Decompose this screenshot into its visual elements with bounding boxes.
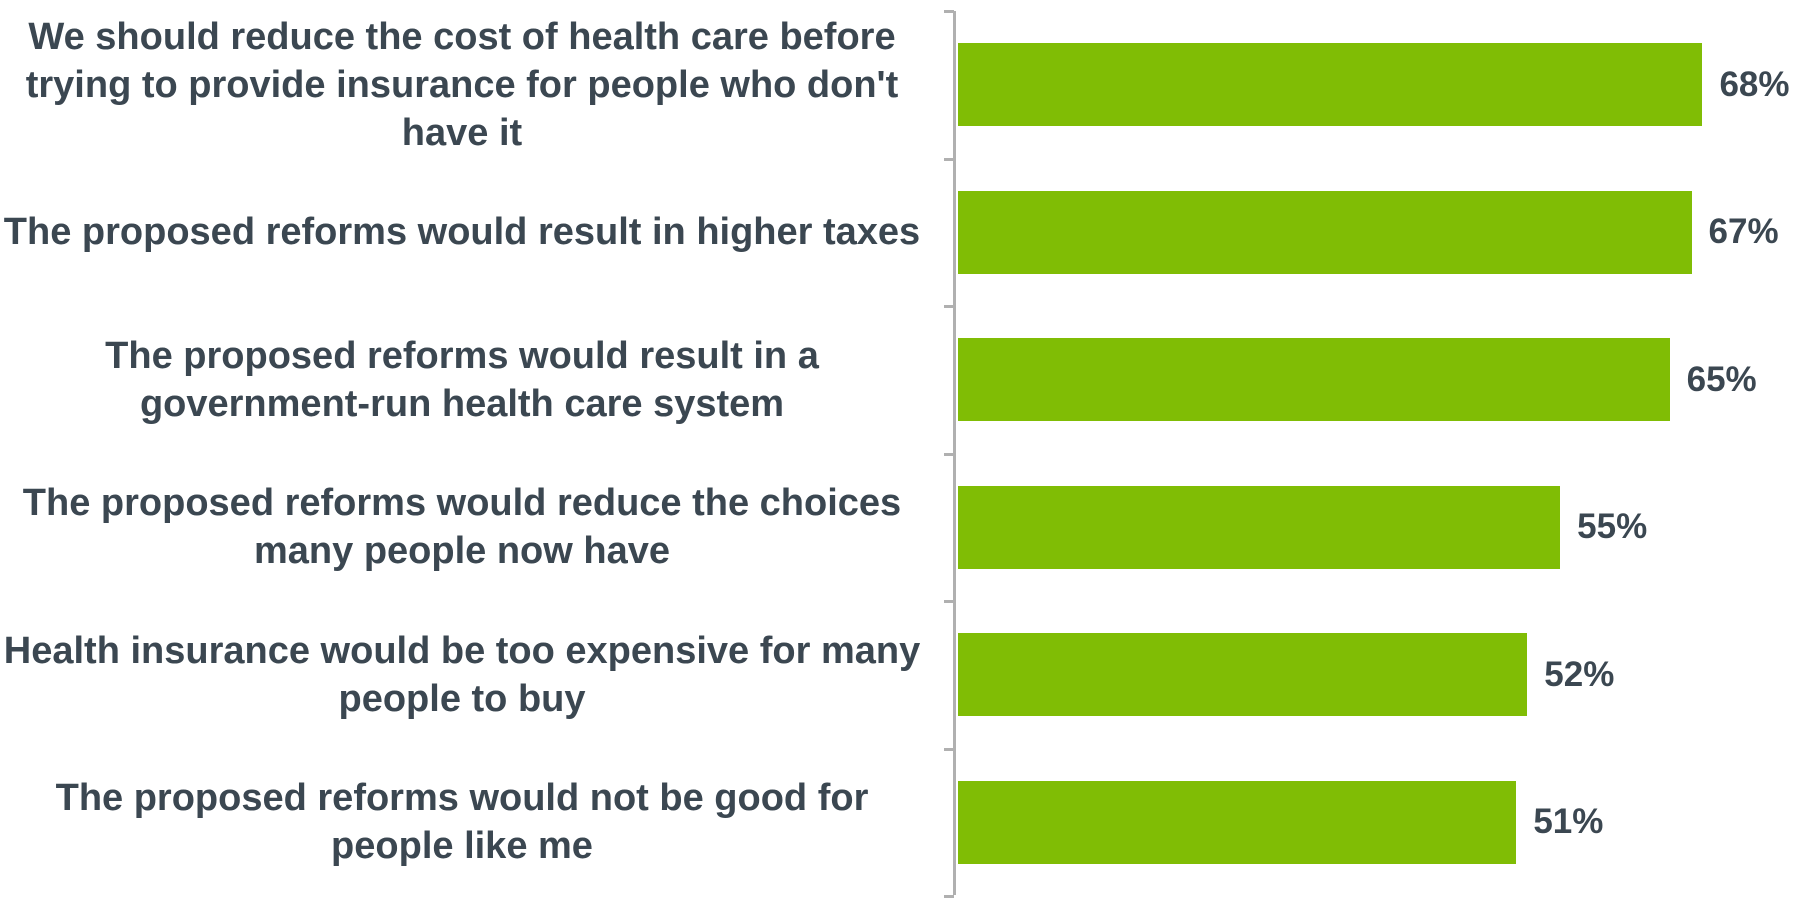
category-axis <box>953 11 956 895</box>
value-label: 65% <box>1686 359 1757 399</box>
value-label: 68% <box>1719 64 1790 104</box>
value-label: 51% <box>1533 802 1604 842</box>
value-label: 55% <box>1577 507 1648 547</box>
bar <box>958 43 1703 127</box>
bar <box>958 780 1517 864</box>
tick-mark <box>944 747 954 751</box>
tick-mark <box>944 157 954 161</box>
category-label: The proposed reforms would reduce the ch… <box>22 482 902 573</box>
bar <box>958 190 1692 274</box>
bar <box>958 338 1670 422</box>
tick-mark <box>944 305 954 308</box>
value-label: 67% <box>1708 212 1779 252</box>
bar <box>958 485 1561 569</box>
tick-mark <box>944 452 954 456</box>
tick-mark <box>944 600 954 603</box>
category-label: The proposed reforms would result in a g… <box>105 334 819 425</box>
category-label: We should reduce the cost of health care… <box>25 15 899 154</box>
category-label: The proposed reforms would not be good f… <box>55 777 869 868</box>
category-label: The proposed reforms would result in hig… <box>3 211 921 254</box>
tick-mark <box>944 10 954 13</box>
category-label: Health insurance would be too expensive … <box>3 629 921 720</box>
bar <box>958 633 1528 717</box>
value-label: 52% <box>1544 654 1615 694</box>
